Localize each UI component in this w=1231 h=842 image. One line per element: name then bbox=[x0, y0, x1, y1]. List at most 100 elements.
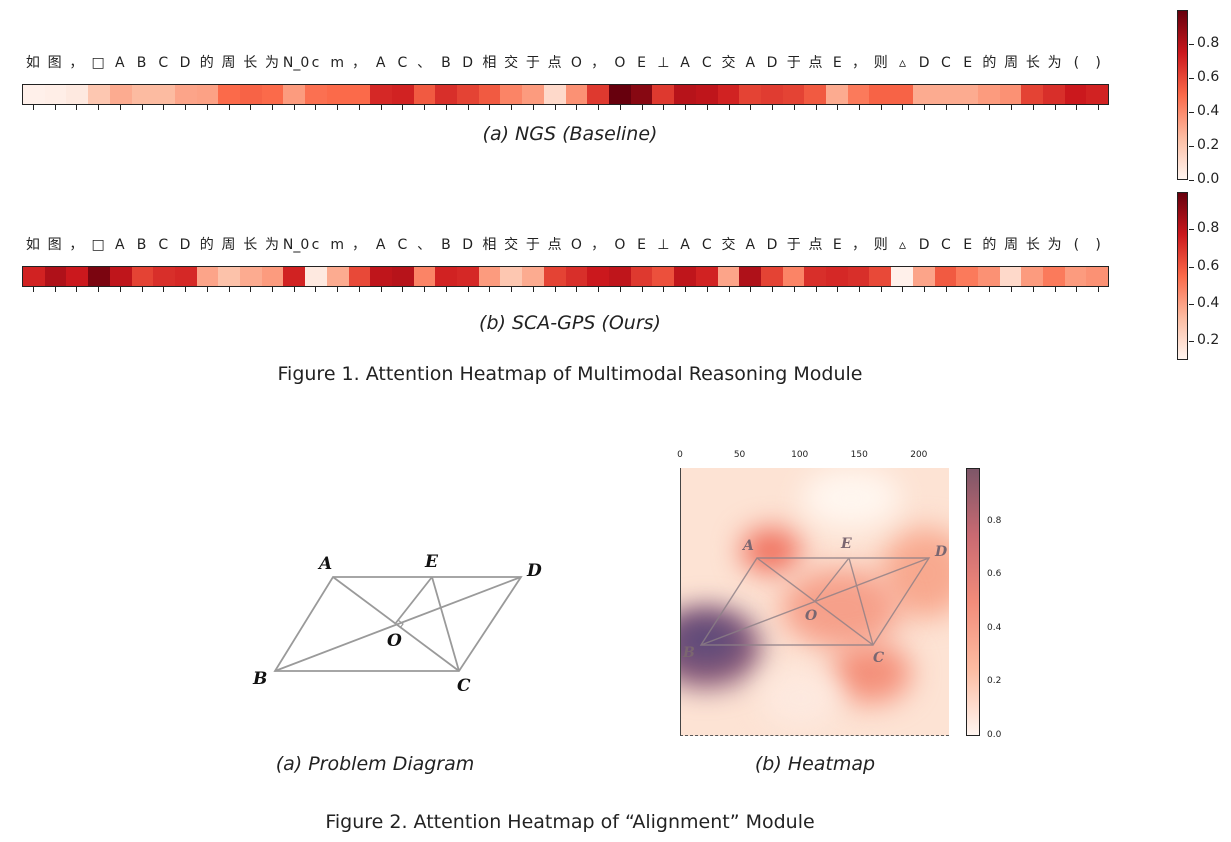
token: D bbox=[766, 237, 778, 253]
heatmap-cell bbox=[500, 267, 523, 286]
heatmap-cell bbox=[218, 85, 241, 104]
heatmap-cell bbox=[44, 267, 67, 286]
tick-mark bbox=[880, 105, 882, 110]
token: 的 bbox=[199, 55, 214, 71]
tick-mark bbox=[663, 287, 665, 292]
heatmap-label-e: E bbox=[840, 536, 852, 552]
token: ， bbox=[851, 237, 866, 253]
heatmap-cell bbox=[804, 85, 827, 104]
token: 于 bbox=[786, 237, 801, 253]
token: A bbox=[375, 55, 386, 71]
heatmap-cell bbox=[1021, 85, 1044, 104]
token: A bbox=[375, 237, 386, 253]
tick-mark bbox=[315, 287, 317, 292]
token: C bbox=[701, 237, 712, 253]
token: ( bbox=[1073, 237, 1080, 253]
heatmap-cell bbox=[1086, 267, 1109, 286]
heatmap-cell bbox=[240, 267, 262, 286]
hot-spot-a bbox=[741, 528, 801, 573]
heatmap-cell bbox=[826, 85, 848, 104]
token: B bbox=[136, 55, 147, 71]
colorbar-b bbox=[1177, 192, 1188, 360]
cool-region-bottom bbox=[761, 668, 841, 728]
heatmap-cell bbox=[543, 85, 566, 104]
heatmap-cell bbox=[543, 267, 566, 286]
heatmap-cell bbox=[674, 85, 696, 104]
tick-mark bbox=[1076, 105, 1078, 110]
tick-mark bbox=[445, 105, 447, 110]
heatmap-cell bbox=[153, 267, 175, 286]
tick-mark bbox=[76, 287, 78, 292]
colorbar-tick-label: 0.2 bbox=[987, 676, 1002, 687]
heatmap-cell bbox=[391, 85, 414, 104]
tick-mark bbox=[858, 105, 860, 110]
warm-region-center bbox=[781, 568, 901, 648]
heatmap-cell bbox=[891, 267, 913, 286]
tick-mark bbox=[750, 105, 752, 110]
tick-mark bbox=[945, 287, 947, 292]
heatmap-cell bbox=[153, 85, 175, 104]
heatmap-cell bbox=[782, 85, 805, 104]
token: 相 bbox=[482, 55, 497, 71]
token: ， bbox=[351, 237, 366, 253]
token: A bbox=[115, 237, 125, 253]
tick-mark bbox=[1011, 105, 1013, 110]
heatmap-cell bbox=[196, 267, 219, 286]
token: D bbox=[918, 55, 930, 71]
heatmap-cell bbox=[999, 267, 1022, 286]
tick-mark bbox=[185, 287, 187, 292]
tick-mark bbox=[619, 287, 621, 292]
tick-mark bbox=[706, 105, 708, 110]
heatmap-label-d: D bbox=[934, 544, 948, 560]
heatmap-cell bbox=[66, 267, 89, 286]
heatmap-cell bbox=[435, 267, 458, 286]
colorbar-tick-label: 0.2 bbox=[1188, 332, 1220, 349]
cool-region-top bbox=[801, 468, 901, 528]
x-tick-label: 50 bbox=[733, 450, 746, 460]
tick-mark bbox=[424, 105, 426, 110]
tick-mark bbox=[337, 287, 339, 292]
heatmap-cell bbox=[370, 85, 392, 104]
token: 交 bbox=[504, 237, 519, 253]
tick-mark bbox=[206, 105, 208, 110]
tick-marks-b bbox=[22, 287, 1109, 293]
token: D bbox=[462, 237, 474, 253]
tick-mark bbox=[685, 287, 687, 292]
heatmap-cell bbox=[131, 267, 154, 286]
token: A bbox=[745, 55, 756, 71]
tick-mark bbox=[163, 105, 165, 110]
heatmap-cell bbox=[1043, 267, 1065, 286]
segment-oe bbox=[394, 576, 433, 625]
tick-mark bbox=[489, 287, 491, 292]
colorbar-tick-label: 0.8 bbox=[987, 515, 1002, 526]
tick-mark bbox=[141, 105, 143, 110]
token: 如 bbox=[25, 237, 40, 253]
tick-mark bbox=[272, 287, 273, 292]
tick-mark bbox=[837, 105, 839, 110]
heatmap-cell bbox=[956, 85, 978, 104]
tick-mark bbox=[98, 105, 100, 110]
colorbar-tick-label: 0.6 bbox=[1188, 68, 1220, 85]
tick-mark bbox=[337, 105, 339, 110]
heatmap-cell bbox=[891, 85, 913, 104]
token: ， bbox=[591, 55, 606, 71]
token: 为 bbox=[264, 237, 279, 253]
token: ， bbox=[351, 55, 366, 71]
heatmap-diagram-overlay: A E D O B C bbox=[682, 536, 948, 666]
heatmap-label-b: B bbox=[682, 645, 695, 661]
heatmap-cell bbox=[326, 267, 349, 286]
token: 于 bbox=[786, 55, 801, 71]
token: 的 bbox=[982, 55, 997, 71]
heatmap-cell bbox=[44, 85, 67, 104]
heatmap-cell bbox=[348, 85, 371, 104]
tick-mark bbox=[924, 105, 926, 110]
tick-mark bbox=[728, 287, 730, 292]
colorbar-tick-label: 0.8 bbox=[1188, 34, 1220, 51]
tick-mark bbox=[119, 287, 121, 292]
heatmap-cell bbox=[565, 267, 588, 286]
tick-mark bbox=[772, 287, 774, 292]
token: 周 bbox=[221, 237, 236, 253]
heatmap-cell bbox=[1064, 267, 1087, 286]
token: □ bbox=[91, 55, 105, 71]
token: 长 bbox=[1025, 237, 1040, 253]
